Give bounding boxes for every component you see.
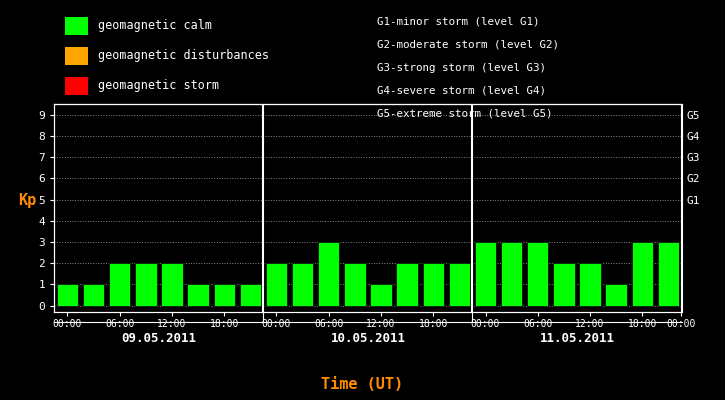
Bar	[135, 263, 157, 306]
Bar	[161, 263, 183, 306]
Bar	[423, 263, 444, 306]
Text: G1-minor storm (level G1): G1-minor storm (level G1)	[377, 17, 539, 27]
Bar	[553, 263, 575, 306]
Bar	[318, 242, 339, 306]
Text: geomagnetic disturbances: geomagnetic disturbances	[98, 50, 269, 62]
Text: 10.05.2011: 10.05.2011	[331, 332, 405, 344]
Text: geomagnetic storm: geomagnetic storm	[98, 80, 219, 92]
Bar	[187, 284, 209, 306]
Bar	[658, 242, 679, 306]
Bar	[266, 263, 287, 306]
Text: G3-strong storm (level G3): G3-strong storm (level G3)	[377, 63, 546, 73]
Bar	[527, 242, 549, 306]
Bar	[605, 284, 627, 306]
Bar	[501, 242, 523, 306]
Bar	[344, 263, 365, 306]
Text: 09.05.2011: 09.05.2011	[121, 332, 196, 344]
Bar	[240, 284, 261, 306]
Bar	[213, 284, 235, 306]
Text: geomagnetic calm: geomagnetic calm	[98, 20, 212, 32]
Bar	[292, 263, 313, 306]
Bar	[370, 284, 392, 306]
Text: Time (UT): Time (UT)	[321, 377, 404, 392]
Bar	[109, 263, 130, 306]
Text: G2-moderate storm (level G2): G2-moderate storm (level G2)	[377, 40, 559, 50]
Bar	[397, 263, 418, 306]
Bar	[579, 263, 601, 306]
Bar	[57, 284, 78, 306]
Bar	[83, 284, 104, 306]
Bar	[631, 242, 653, 306]
Bar	[449, 263, 470, 306]
Text: G5-extreme storm (level G5): G5-extreme storm (level G5)	[377, 108, 552, 118]
Y-axis label: Kp: Kp	[18, 193, 36, 208]
Bar	[475, 242, 496, 306]
Text: G4-severe storm (level G4): G4-severe storm (level G4)	[377, 86, 546, 96]
Text: 11.05.2011: 11.05.2011	[539, 332, 615, 344]
